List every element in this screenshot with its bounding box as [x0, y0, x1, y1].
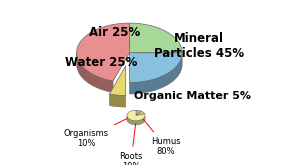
Text: Organic Matter 5%: Organic Matter 5%	[134, 91, 251, 101]
Text: Water 25%: Water 25%	[65, 56, 138, 69]
PathPatch shape	[127, 110, 145, 121]
Polygon shape	[129, 54, 182, 94]
Text: Mineral
Particles 45%: Mineral Particles 45%	[154, 32, 244, 60]
PathPatch shape	[109, 66, 126, 96]
PathPatch shape	[129, 23, 182, 53]
PathPatch shape	[129, 53, 182, 82]
Polygon shape	[109, 94, 126, 107]
PathPatch shape	[77, 23, 129, 81]
Text: Organisms
10%: Organisms 10%	[64, 117, 131, 148]
Text: Roots
10%: Roots 10%	[119, 124, 143, 165]
Text: Humus
80%: Humus 80%	[143, 119, 181, 156]
Polygon shape	[127, 116, 145, 125]
PathPatch shape	[136, 110, 141, 116]
Polygon shape	[77, 53, 113, 93]
Text: Air 25%: Air 25%	[89, 27, 140, 39]
PathPatch shape	[136, 111, 145, 116]
